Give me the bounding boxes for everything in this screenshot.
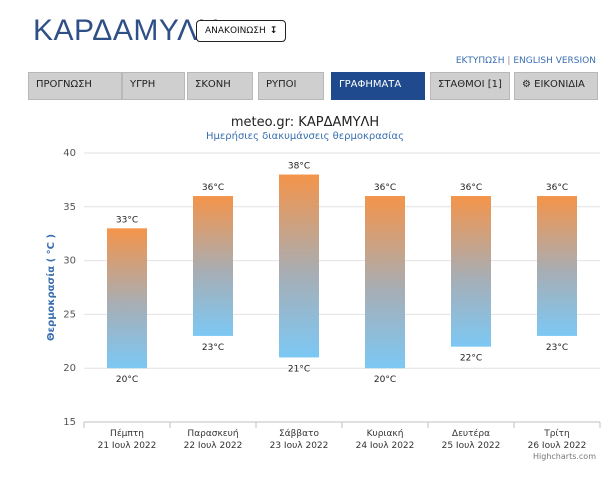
link-separator: | [507, 56, 511, 66]
high-value-label: 36°C [460, 183, 482, 193]
tab-charts[interactable]: ΓΡΑΦΗΜΑΤΑ [331, 72, 425, 100]
temperature-range-bar[interactable] [365, 196, 405, 369]
tab-dust[interactable]: ΣΚΟΝΗ [187, 72, 253, 100]
temperature-range-bar[interactable] [537, 196, 577, 336]
y-tick-label: 40 [63, 148, 76, 159]
high-value-label: 38°C [288, 162, 310, 172]
x-tick-day: Δευτέρα [452, 428, 490, 439]
high-value-label: 36°C [374, 183, 396, 193]
high-value-label: 36°C [546, 183, 568, 193]
high-value-label: 36°C [202, 183, 224, 193]
temperature-range-bar[interactable] [279, 174, 319, 358]
y-tick-label: 30 [63, 256, 76, 267]
tab-pollutants[interactable]: ΡΥΠΟΙ [258, 72, 324, 100]
x-tick-date: 21 Ιουλ 2022 [98, 441, 157, 451]
x-tick-day: Πέμπτη [110, 428, 144, 439]
temperature-range-bar[interactable] [107, 228, 147, 369]
y-tick-label: 15 [63, 417, 76, 428]
highcharts-credit[interactable]: Highcharts.com [533, 452, 596, 461]
temperature-range-bar[interactable] [451, 196, 491, 347]
top-links: ΕΚΤΥΠΩΣΗ | ENGLISH VERSION [456, 56, 596, 66]
announcement-label: ΑΝΑΚΟΙΝΩΣΗ [205, 26, 266, 36]
x-tick-date: 26 Ιουλ 2022 [528, 441, 587, 451]
announcement-button[interactable]: ΑΝΑΚΟΙΝΩΣΗ ↧ [196, 20, 287, 42]
x-tick-date: 23 Ιουλ 2022 [270, 441, 329, 451]
temperature-range-bar[interactable] [193, 196, 233, 336]
high-value-label: 33°C [116, 215, 138, 225]
page-title: ΚΑΡΔΑΜΥΛΗ [33, 14, 220, 47]
low-value-label: 21°C [288, 364, 310, 374]
y-axis-title: Θερμοκρασία ( °C ) [45, 234, 57, 341]
x-tick-date: 22 Ιουλ 2022 [184, 441, 243, 451]
tab-humidity[interactable]: ΥΓΡΗ [122, 72, 185, 100]
x-tick-day: Σάββατο [279, 429, 319, 439]
chart-subtitle: Ημερήσιες διακυμάνσεις θερμοκρασίας [205, 131, 404, 142]
x-tick-day: Κυριακή [367, 429, 404, 439]
english-version-link[interactable]: ENGLISH VERSION [513, 56, 596, 66]
y-tick-label: 25 [63, 309, 76, 320]
x-tick-day: Τρίτη [543, 429, 569, 439]
y-tick-label: 20 [63, 363, 76, 374]
print-link[interactable]: ΕΚΤΥΠΩΣΗ [455, 56, 505, 66]
tab-stations[interactable]: ΣΤΑΘΜΟΙ [1] [430, 72, 510, 100]
low-value-label: 20°C [116, 375, 138, 385]
tab-forecast[interactable]: ΠΡΟΓΝΩΣΗ [28, 72, 122, 100]
arrow-down-icon: ↧ [269, 26, 278, 36]
x-tick-day: Παρασκευή [187, 429, 238, 439]
low-value-label: 23°C [202, 343, 224, 353]
low-value-label: 23°C [546, 343, 568, 353]
low-value-label: 20°C [374, 375, 396, 385]
x-tick-date: 25 Ιουλ 2022 [442, 441, 501, 451]
chart-title: meteo.gr: ΚΑΡΔΑΜΥΛΗ [230, 115, 380, 130]
y-tick-label: 35 [63, 202, 76, 213]
tab-icons[interactable]: ⚙ ΕΙΚΟΝΙΔΙΑ [514, 72, 598, 100]
x-tick-date: 24 Ιουλ 2022 [356, 441, 415, 451]
low-value-label: 22°C [460, 354, 482, 364]
